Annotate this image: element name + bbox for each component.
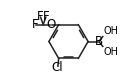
Text: B: B [95, 35, 103, 48]
Text: F: F [37, 10, 43, 23]
Text: O: O [46, 18, 55, 31]
Text: OH: OH [103, 47, 118, 57]
Text: Cl: Cl [51, 61, 63, 74]
Text: F: F [43, 10, 50, 23]
Text: OH: OH [103, 26, 118, 36]
Text: F: F [32, 18, 38, 31]
